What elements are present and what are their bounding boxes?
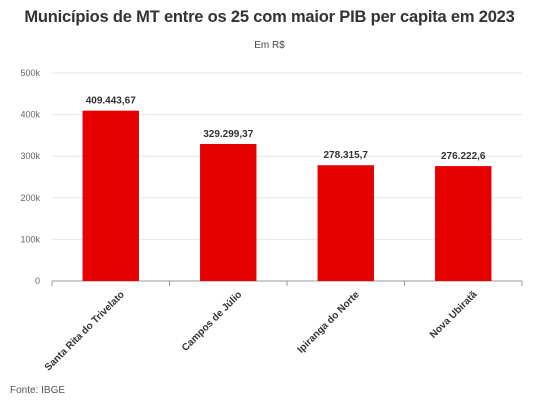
bar (82, 110, 139, 281)
x-category-label: Ipiranga do Norte (296, 289, 363, 356)
data-labels: 409.443,67 329.299,37 278.315,7 276.222,6 (86, 96, 486, 162)
bar (435, 166, 492, 281)
data-label: 329.299,37 (203, 129, 253, 140)
source-note: Fonte: IBGE (10, 385, 66, 396)
data-label: 278.315,7 (324, 150, 369, 161)
x-category-label: Campos de Júlio (180, 289, 244, 353)
data-label: 409.443,67 (86, 96, 136, 107)
chart-subtitle: Em R$ (254, 40, 285, 51)
y-tick-label: 0 (35, 276, 40, 286)
y-tick-label: 200k (20, 193, 40, 203)
x-category-label: Santa Rita do Trivelato (43, 289, 127, 373)
x-category-label: Nova Ubiratã (428, 289, 480, 341)
bar (317, 165, 374, 281)
y-axis-ticks: 0 100k 200k 300k 400k 500k (20, 68, 40, 286)
y-tick-label: 100k (20, 234, 40, 244)
y-tick-label: 300k (20, 151, 40, 161)
data-label: 276.222,6 (441, 151, 486, 162)
y-tick-label: 400k (20, 110, 40, 120)
y-tick-label: 500k (20, 68, 40, 78)
x-axis-labels: Santa Rita do Trivelato Campos de Júlio Ip… (43, 281, 523, 373)
bars (82, 110, 492, 281)
bar (200, 144, 257, 281)
chart-title: Municípios de MT entre os 25 com maior P… (24, 8, 515, 26)
